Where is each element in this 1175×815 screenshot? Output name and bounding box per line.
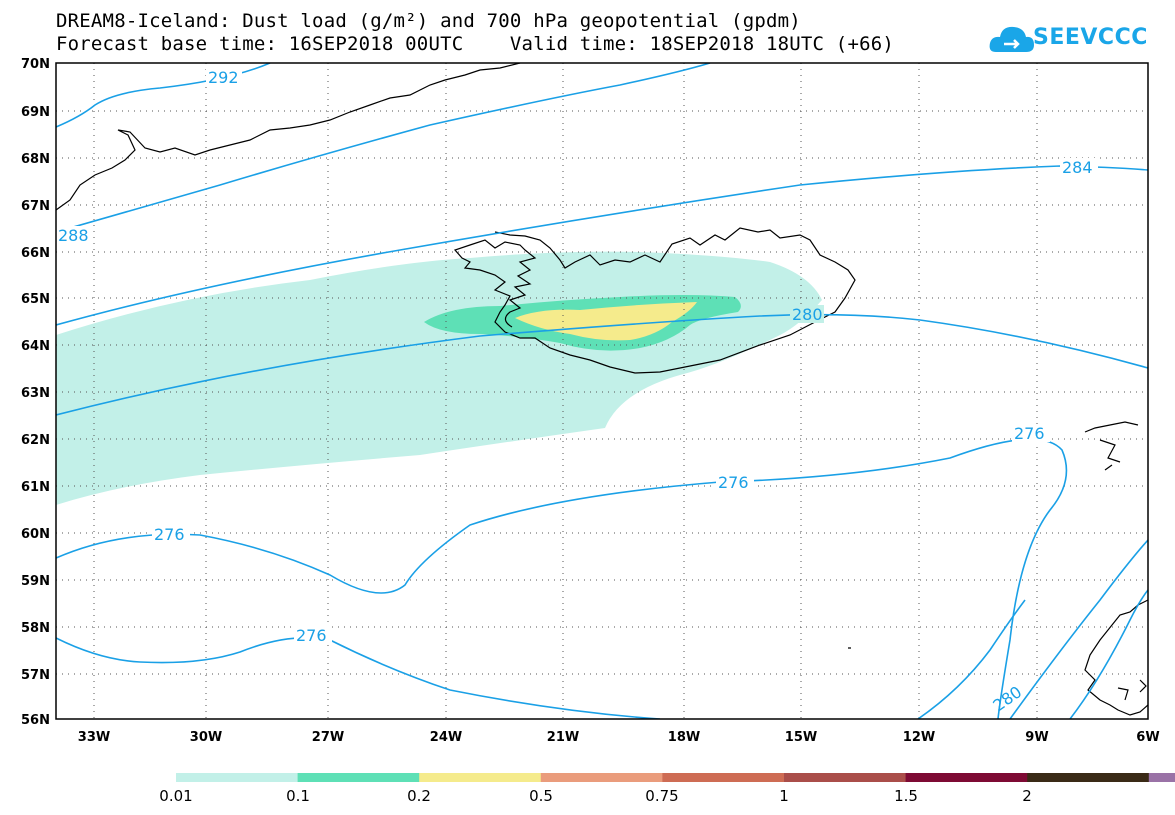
faroe-coast bbox=[1084, 421, 1139, 471]
geopotential-contours bbox=[56, 63, 1148, 719]
contour-276b bbox=[56, 636, 661, 719]
colorbar-label: 0.5 bbox=[529, 787, 553, 805]
contour-label: 276 bbox=[718, 473, 749, 492]
contour-280a bbox=[56, 313, 1148, 416]
lon-label: 18W bbox=[668, 730, 700, 745]
lon-label: 24W bbox=[430, 730, 462, 745]
lon-label: 9W bbox=[1025, 730, 1048, 745]
lon-label: 33W bbox=[78, 730, 110, 745]
lat-label: 62N bbox=[21, 433, 50, 448]
contour-284a bbox=[56, 165, 1148, 326]
lat-label: 69N bbox=[21, 105, 50, 120]
lon-labels: 33W 30W 27W 24W 21W 18W 15W 12W 9W 6W bbox=[78, 730, 1160, 745]
coastline bbox=[56, 63, 1148, 716]
colorbar-label: 0.01 bbox=[159, 787, 193, 805]
lat-label: 68N bbox=[21, 152, 50, 167]
iceland-coast bbox=[453, 227, 856, 374]
lat-label: 56N bbox=[21, 713, 50, 728]
dust-region-low bbox=[56, 251, 822, 505]
colorbar-swatch bbox=[176, 773, 299, 782]
contour-280b bbox=[917, 599, 1026, 719]
colorbar-swatch bbox=[905, 773, 1028, 782]
contour-280c bbox=[1069, 589, 1148, 719]
contour-label: 276 bbox=[1014, 424, 1045, 443]
contour-label: 280 bbox=[792, 305, 823, 324]
lat-label: 60N bbox=[21, 527, 50, 542]
contour-288 bbox=[56, 63, 711, 233]
colorbar-swatch bbox=[419, 773, 542, 782]
lat-label: 66N bbox=[21, 246, 50, 261]
lon-label: 30W bbox=[190, 730, 222, 745]
lon-label: 12W bbox=[903, 730, 935, 745]
colorbar-swatch bbox=[540, 773, 663, 782]
colorbar-swatch bbox=[662, 773, 785, 782]
lat-label: 59N bbox=[21, 574, 50, 589]
colorbar-swatch bbox=[784, 773, 907, 782]
lat-labels: 70N 69N 68N 67N 66N 65N 64N 63N 62N 61N … bbox=[21, 57, 50, 728]
map-subtitle: Forecast base time: 16SEP2018 00UTC Vali… bbox=[56, 33, 895, 55]
lat-label: 57N bbox=[21, 668, 50, 683]
lat-label: 70N bbox=[21, 57, 50, 72]
dust-region-high bbox=[515, 302, 697, 341]
dust-field bbox=[56, 251, 822, 505]
colorbar-label: 1.5 bbox=[894, 787, 918, 805]
contour-label: 280 bbox=[989, 682, 1025, 715]
lat-label: 65N bbox=[21, 292, 50, 307]
contour-276a bbox=[56, 438, 1068, 719]
lat-label: 61N bbox=[21, 480, 50, 495]
lon-label: 15W bbox=[785, 730, 817, 745]
colorbar-label: 0.75 bbox=[645, 787, 679, 805]
scotland-isles bbox=[848, 647, 1147, 701]
colorbar-label: 0.2 bbox=[407, 787, 431, 805]
greenland-coast bbox=[56, 63, 521, 211]
contour-label: 292 bbox=[208, 68, 239, 87]
cloud-icon bbox=[989, 26, 1034, 52]
grid bbox=[56, 63, 1148, 719]
colorbar-swatch bbox=[1027, 773, 1150, 782]
contour-label: 276 bbox=[296, 626, 327, 645]
lat-label: 63N bbox=[21, 386, 50, 401]
colorbar-label: 0.1 bbox=[286, 787, 310, 805]
colorbar-swatch bbox=[1148, 773, 1175, 782]
scotland-coast bbox=[1084, 599, 1148, 716]
logo-text: SEEVCCC bbox=[1033, 25, 1148, 50]
colorbar-label: 2 bbox=[1022, 787, 1032, 805]
contour-label: 284 bbox=[1062, 158, 1093, 177]
contour-276c bbox=[1009, 539, 1148, 719]
contour-label: 288 bbox=[58, 226, 89, 245]
lat-label: 64N bbox=[21, 339, 50, 354]
colorbar bbox=[176, 773, 1175, 782]
contour-label: 276 bbox=[154, 525, 185, 544]
lon-label: 21W bbox=[547, 730, 579, 745]
colorbar-swatch bbox=[297, 773, 420, 782]
map-title: DREAM8-Iceland: Dust load (g/m²) and 700… bbox=[56, 10, 801, 32]
lat-label: 67N bbox=[21, 199, 50, 214]
contour-labels: 292 288 284 280 276 276 276 276 280 bbox=[56, 68, 1098, 715]
map-frame bbox=[55, 62, 1149, 720]
lon-label: 27W bbox=[312, 730, 344, 745]
lon-label: 6W bbox=[1136, 730, 1159, 745]
colorbar-label: 1 bbox=[779, 787, 789, 805]
lat-label: 58N bbox=[21, 621, 50, 636]
